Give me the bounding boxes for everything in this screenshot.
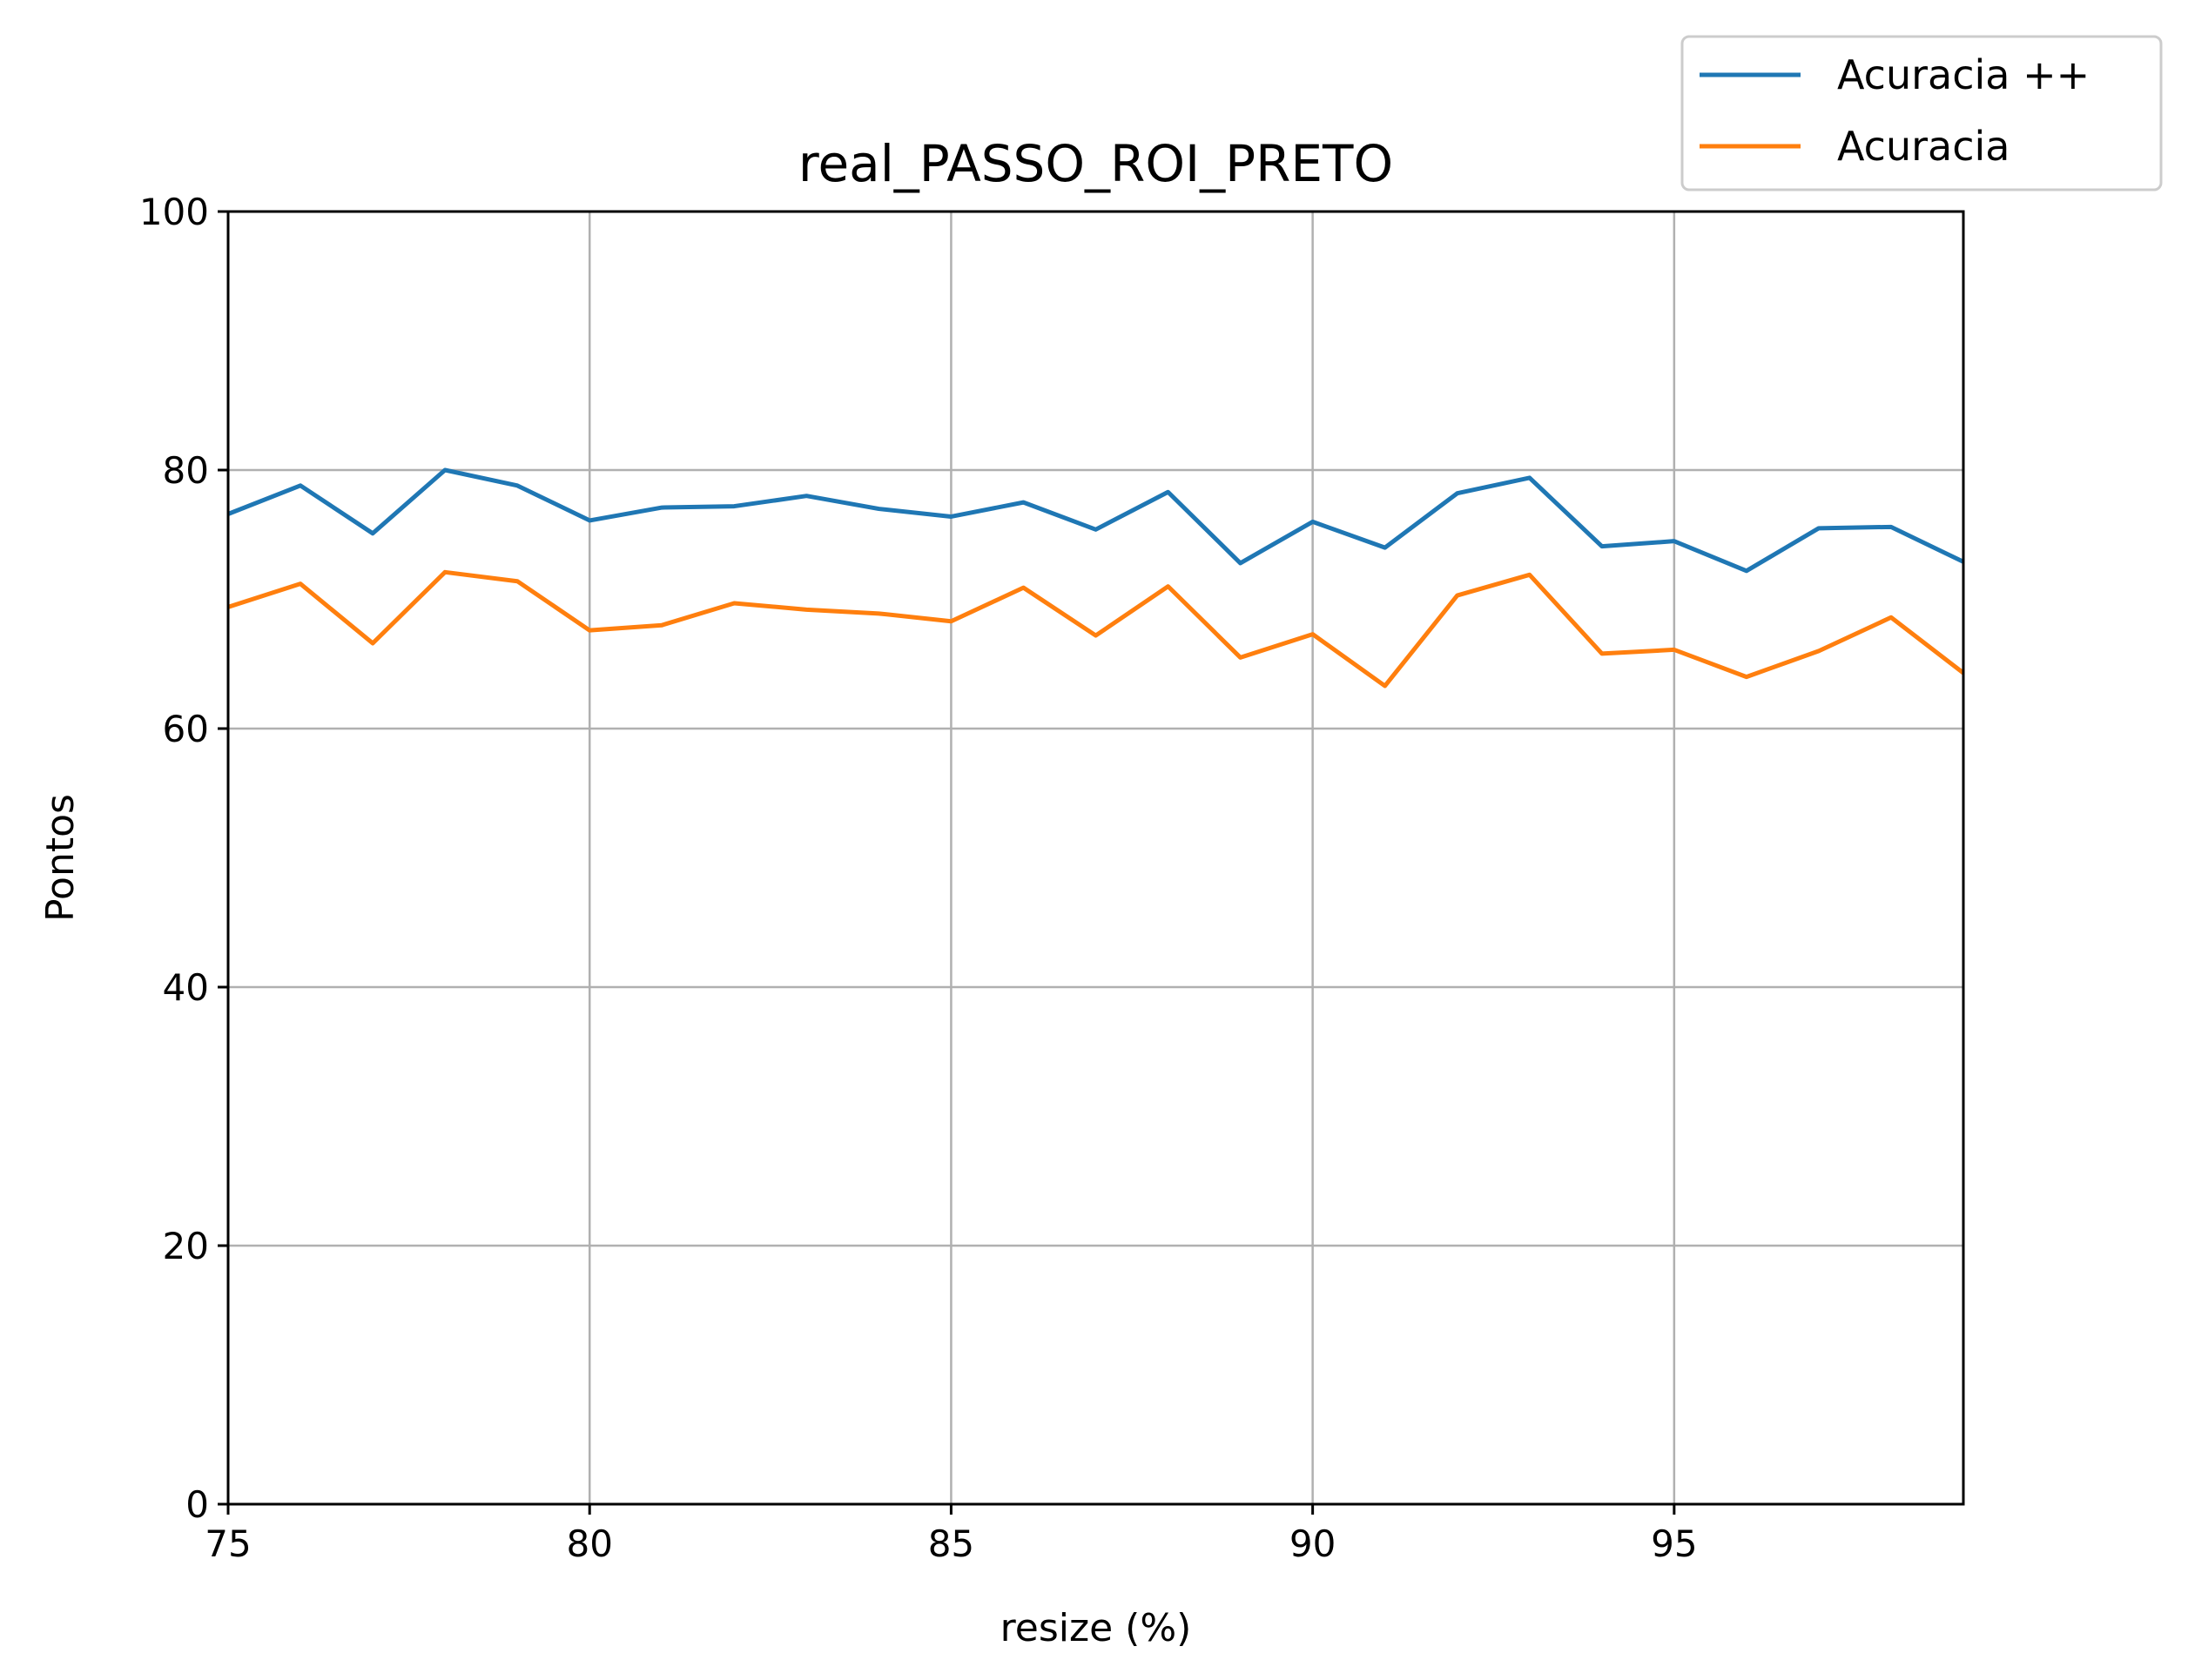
y-tick-label: 40 (163, 966, 209, 1009)
legend: Acuracia ++ Acuracia (1680, 35, 2163, 192)
legend-label-acuracia: Acuracia (1837, 123, 2010, 170)
x-tick-label: 85 (928, 1522, 974, 1565)
grid (228, 212, 1963, 1504)
x-tick-label: 90 (1289, 1522, 1336, 1565)
x-tick-label: 80 (566, 1522, 612, 1565)
x-tick-label: 95 (1651, 1522, 1697, 1565)
series-line-acuracia-plus (227, 467, 1965, 574)
legend-label-acuracia-plus: Acuracia ++ (1837, 51, 2090, 98)
legend-box (1680, 35, 2163, 192)
axis-ticks: 75 80 85 90 95 0 20 40 60 80 100 (139, 191, 1698, 1565)
y-tick-label: 80 (163, 449, 209, 492)
chart-title: real_PASSO_ROI_PRETO (798, 134, 1393, 193)
x-axis-label: resize (%) (1000, 1606, 1192, 1650)
plot-frame (226, 210, 1965, 1506)
series-line-acuracia (227, 569, 1965, 689)
x-tick-label: 75 (205, 1522, 251, 1565)
y-tick-label: 60 (163, 708, 209, 750)
y-tick-label: 20 (163, 1225, 209, 1267)
y-tick-label: 100 (139, 191, 209, 233)
series-lines (227, 467, 1965, 689)
y-tick-label: 0 (185, 1483, 209, 1526)
y-axis-label: Pontos (38, 794, 83, 922)
